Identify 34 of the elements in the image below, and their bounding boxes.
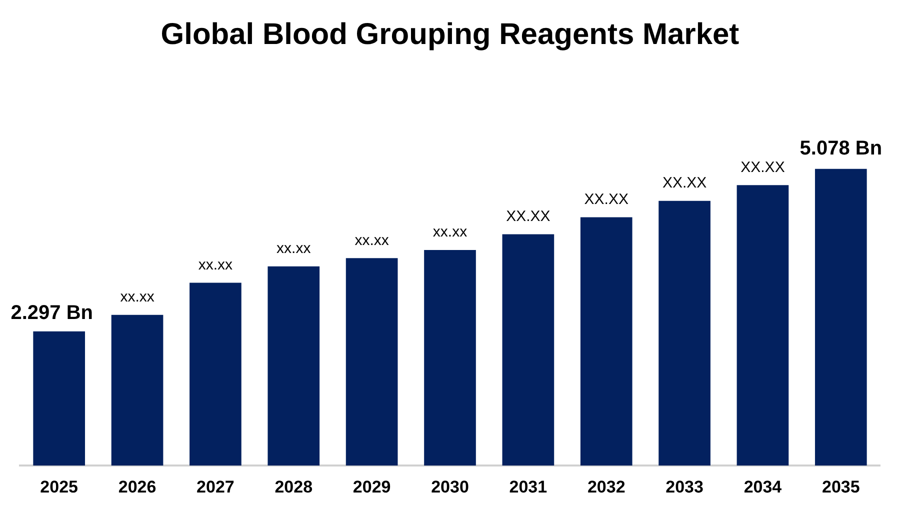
chart-title: Global Blood Grouping Reagents Market (160, 18, 740, 52)
x-tick-label: 2029 (352, 477, 391, 496)
data-label: XX.XX (584, 190, 628, 208)
data-label: 5.078 Bn (800, 137, 882, 160)
bar (580, 217, 632, 466)
bar (658, 200, 710, 466)
data-label: xx.xx (120, 288, 155, 306)
x-tick-label: 2035 (822, 477, 860, 496)
x-tick-label: 2025 (40, 477, 78, 496)
data-label: XX.XX (662, 174, 707, 192)
bar (33, 331, 86, 466)
data-label: xx.xx (198, 256, 234, 274)
x-tick-label: 2031 (509, 477, 548, 496)
bar (268, 266, 320, 466)
bar (346, 258, 398, 466)
data-label: XX.XX (506, 208, 550, 225)
data-label: XX.XX (740, 158, 785, 176)
bar (111, 314, 164, 466)
bar (502, 234, 554, 466)
x-tick-label: 2034 (744, 477, 782, 496)
x-tick-label: 2032 (587, 477, 626, 496)
data-label: 2.297 Bn (10, 302, 94, 324)
bar (424, 250, 476, 466)
data-label: xx.xx (432, 224, 468, 241)
x-tick-label: 2030 (431, 477, 469, 496)
x-tick-label: 2033 (666, 477, 704, 496)
x-tick-label: 2026 (118, 477, 156, 496)
bar (190, 282, 242, 466)
data-label: xx.xx (276, 240, 312, 257)
bar (736, 185, 789, 466)
x-tick-label: 2027 (196, 477, 234, 496)
bar (814, 168, 867, 466)
x-tick-label: 2028 (274, 477, 313, 496)
data-label: xx.xx (354, 232, 390, 249)
